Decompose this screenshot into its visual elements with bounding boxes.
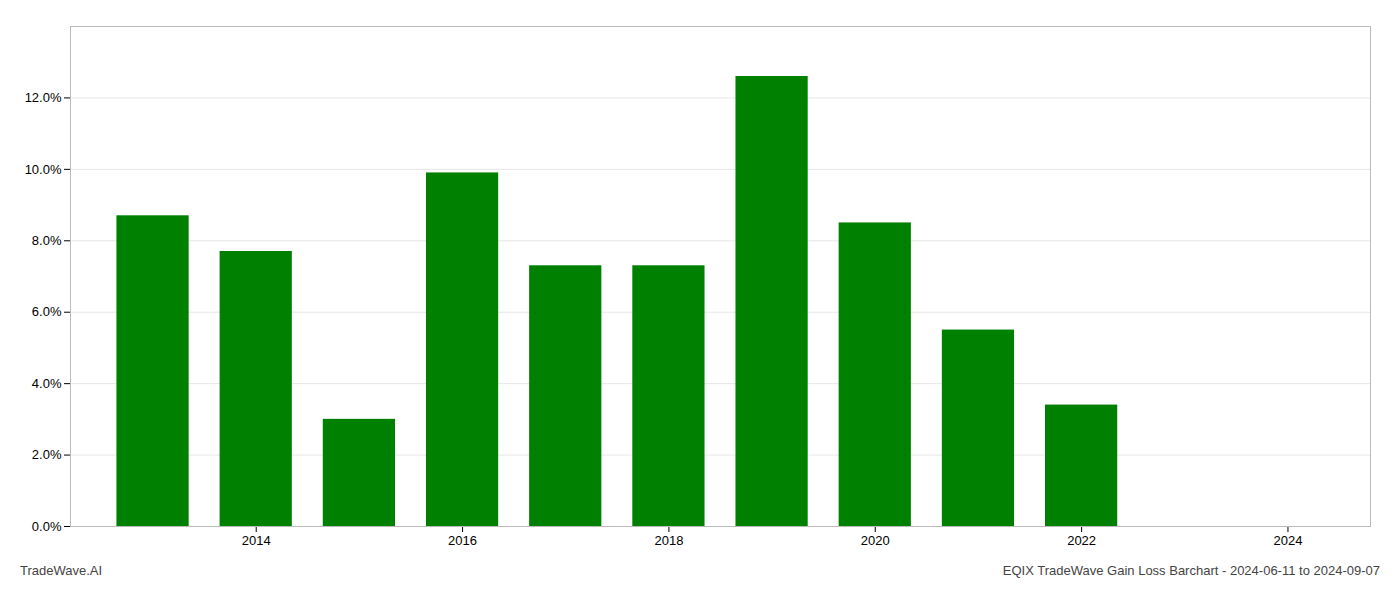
svg-text:2.0%: 2.0% bbox=[32, 447, 62, 462]
svg-text:8.0%: 8.0% bbox=[32, 233, 62, 248]
svg-text:2022: 2022 bbox=[1067, 533, 1096, 548]
svg-text:0.0%: 0.0% bbox=[32, 519, 62, 534]
svg-text:2018: 2018 bbox=[654, 533, 683, 548]
html-text:EQIX TradeWave Gain Loss Barch: EQIX TradeWave Gain Loss Barchart - 2024… bbox=[1002, 563, 1380, 578]
svg-text:2024: 2024 bbox=[1273, 533, 1302, 548]
svg-text:10.0%: 10.0% bbox=[25, 162, 62, 177]
html-text:TradeWave.AI: TradeWave.AI bbox=[20, 563, 103, 578]
svg-text:2020: 2020 bbox=[861, 533, 890, 548]
svg-text:6.0%: 6.0% bbox=[32, 304, 62, 319]
svg-text:12.0%: 12.0% bbox=[25, 90, 62, 105]
svg-text:4.0%: 4.0% bbox=[32, 376, 62, 391]
svg-text:2014: 2014 bbox=[242, 533, 271, 548]
svg-text:2016: 2016 bbox=[448, 533, 477, 548]
